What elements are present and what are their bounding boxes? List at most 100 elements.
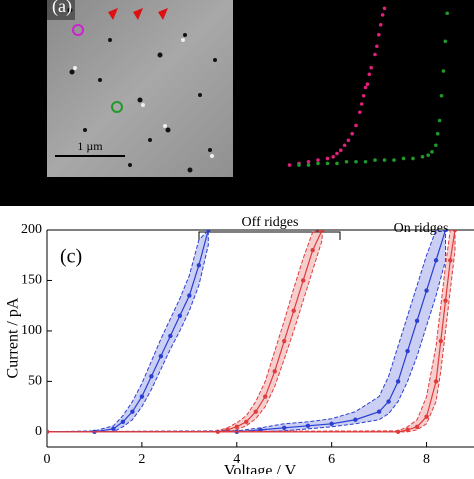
data-point: [168, 333, 173, 339]
data-point: [452, 230, 458, 233]
data-point: [395, 379, 401, 384]
data-point: [47, 429, 50, 435]
data-point: [149, 374, 154, 379]
data-point: [382, 158, 387, 162]
data-point: [435, 131, 440, 136]
data-point: [234, 424, 239, 430]
data-point: [363, 159, 368, 164]
data-point: [373, 158, 377, 162]
band: [47, 230, 209, 433]
data-point: [386, 399, 391, 404]
data-point: [443, 39, 448, 44]
plot-area: [47, 230, 458, 435]
data-point: [344, 159, 349, 164]
data-point: [392, 158, 396, 162]
data-point: [310, 247, 315, 253]
y-axis-label: Current / pA: [5, 297, 22, 378]
data-point: [139, 394, 145, 399]
data-point: [297, 163, 301, 167]
data-point: [331, 155, 336, 159]
data-point: [301, 278, 306, 283]
y-tick-label: 0: [35, 424, 42, 439]
data-point: [443, 230, 448, 233]
data-point: [282, 338, 287, 344]
data-point: [395, 429, 401, 435]
data-point: [111, 426, 116, 432]
data-point: [441, 69, 446, 73]
data-point: [411, 156, 415, 161]
data-point: [319, 230, 325, 233]
data-point: [358, 110, 362, 115]
x-tick-label: 6: [328, 452, 335, 467]
data-point: [130, 409, 135, 414]
data-point: [424, 414, 429, 419]
band: [47, 230, 323, 433]
annotation: Off ridges: [242, 215, 299, 230]
data-point: [339, 148, 343, 152]
data-point: [177, 313, 183, 318]
data-point: [414, 424, 420, 430]
data-point: [405, 348, 410, 354]
y-tick-label: 200: [21, 222, 42, 237]
data-point: [401, 156, 406, 161]
data-point: [377, 32, 381, 37]
data-point: [445, 11, 450, 16]
data-point: [206, 230, 211, 233]
data-point: [420, 155, 425, 159]
data-point: [244, 419, 249, 424]
data-point: [443, 298, 448, 303]
data-point: [187, 293, 192, 298]
data-point: [361, 93, 366, 98]
band: [47, 230, 447, 433]
data-point: [287, 163, 292, 167]
data-point: [375, 44, 379, 49]
y-tick-label: 100: [21, 323, 42, 338]
data-point: [316, 161, 320, 166]
data-point: [346, 138, 351, 143]
bracket: [198, 231, 341, 240]
data-point: [433, 258, 439, 263]
data-point: [291, 308, 296, 313]
data-point: [378, 23, 383, 27]
data-point: [325, 161, 330, 166]
data-point: [342, 143, 347, 148]
data-point: [359, 102, 364, 106]
data-point: [354, 159, 358, 164]
y-tick-label: 50: [28, 374, 42, 389]
data-point: [306, 159, 311, 164]
data-point: [329, 421, 334, 426]
data-point: [424, 288, 429, 293]
data-point: [448, 258, 453, 263]
data-point: [430, 150, 434, 154]
data-point: [376, 409, 382, 414]
data-point: [263, 394, 268, 399]
data-point: [426, 153, 431, 157]
data-point: [367, 72, 372, 77]
data-point: [353, 417, 358, 422]
data-point: [158, 353, 164, 359]
afm-image: (a) 1 µm: [47, 0, 233, 177]
data-point: [272, 369, 277, 374]
data-point: [414, 318, 420, 324]
x-tick-label: 4: [233, 452, 240, 467]
band: [47, 230, 456, 433]
data-point: [439, 93, 444, 98]
data-point: [305, 423, 311, 429]
image-label: (a): [52, 0, 72, 17]
data-point: [405, 427, 410, 433]
x-tick-label: 2: [138, 452, 145, 467]
data-point: [433, 379, 439, 384]
x-tick-label: 8: [423, 452, 430, 467]
data-point: [434, 143, 438, 148]
data-point: [253, 409, 258, 414]
data-point: [306, 163, 311, 167]
line: [47, 230, 456, 433]
data-point: [325, 156, 330, 161]
data-point: [350, 131, 355, 136]
data-point: [282, 425, 287, 431]
data-point: [120, 419, 126, 424]
data-point: [373, 52, 377, 57]
data-point: [196, 263, 202, 268]
data-point: [382, 6, 387, 11]
